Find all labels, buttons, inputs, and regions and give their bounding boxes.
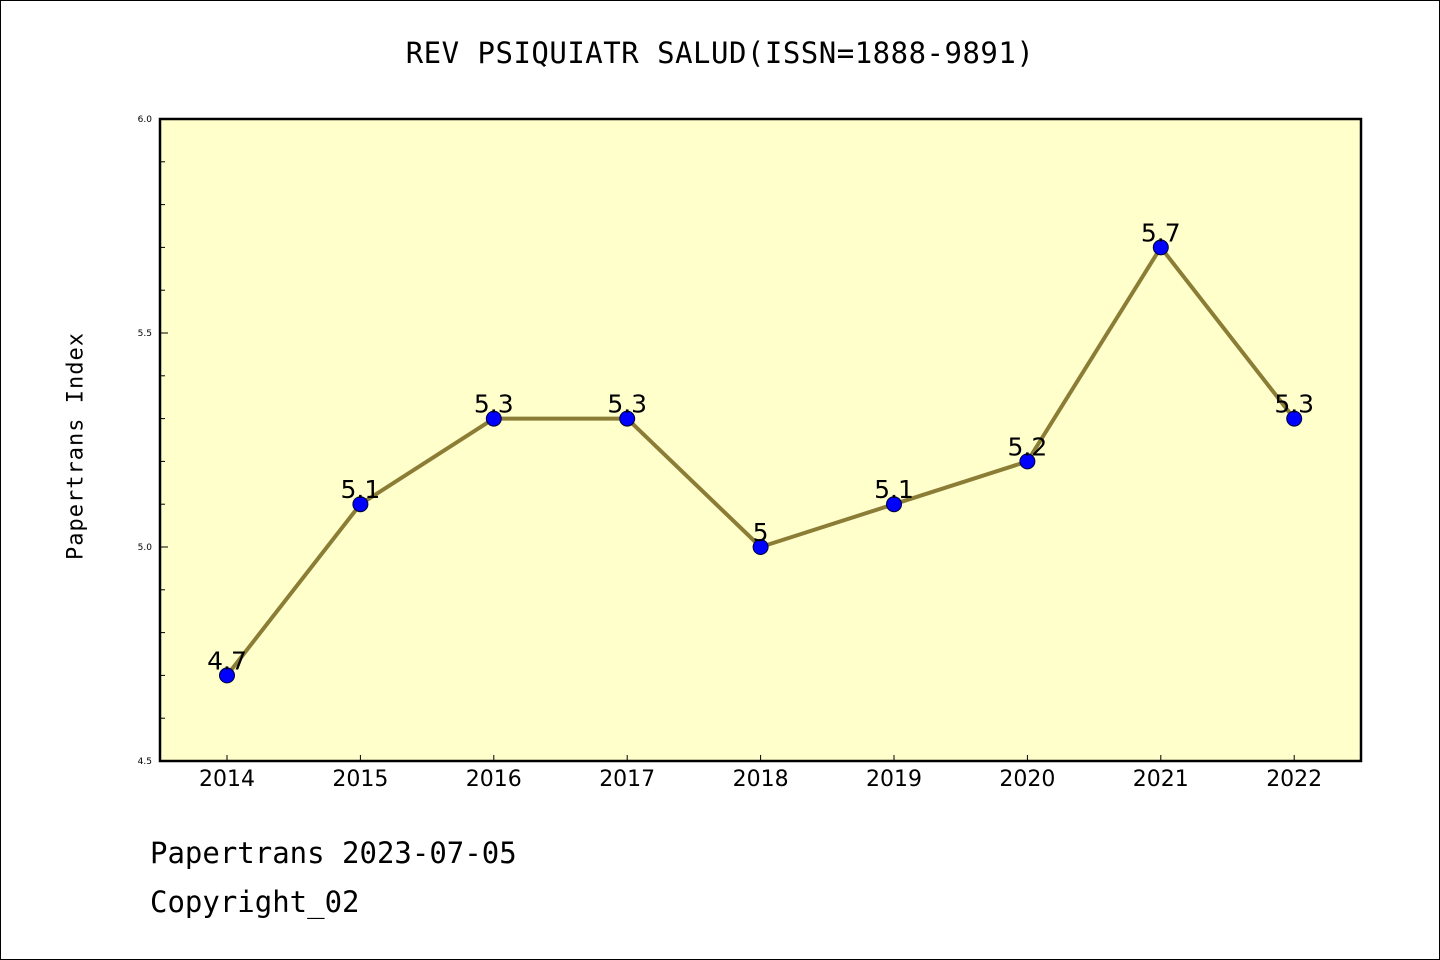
data-label: 5.1 xyxy=(341,475,381,504)
x-tick-label: 2021 xyxy=(1133,767,1189,792)
plot-area xyxy=(160,119,1361,761)
data-label: 5.3 xyxy=(474,390,514,419)
x-tick-label: 2016 xyxy=(466,767,522,792)
plot-frame xyxy=(158,117,1363,763)
x-tick-label: 2019 xyxy=(866,767,922,792)
y-tick-label: 5.5 xyxy=(138,329,152,339)
x-tick-label: 2014 xyxy=(199,767,255,792)
x-tick-label: 2022 xyxy=(1266,767,1322,792)
data-label: 5.1 xyxy=(874,475,914,504)
data-label: 5.2 xyxy=(1008,432,1048,461)
x-tick-label: 2017 xyxy=(599,767,655,792)
data-point xyxy=(1152,239,1169,256)
data-label: 5.7 xyxy=(1141,218,1181,247)
y-tick-label: 6.0 xyxy=(138,115,153,125)
data-point xyxy=(1286,410,1303,427)
data-label: 4.7 xyxy=(207,646,247,675)
data-point xyxy=(1019,453,1036,470)
footer-copyright: Copyright_02 xyxy=(150,885,360,919)
data-label: 5.3 xyxy=(1274,390,1314,419)
data-point xyxy=(219,667,235,684)
x-tick-label: 2015 xyxy=(332,767,388,792)
y-tick-label: 4.5 xyxy=(138,757,152,767)
data-point xyxy=(352,496,369,513)
footer-date: Papertrans 2023-07-05 xyxy=(150,836,517,870)
data-point xyxy=(619,410,636,427)
x-tick-label: 2020 xyxy=(999,767,1055,792)
chart-title: REV PSIQUIATR SALUD(ISSN=1888-9891) xyxy=(405,36,1035,70)
x-tick-label: 2018 xyxy=(733,767,789,792)
data-point xyxy=(485,410,502,427)
y-tick-label: 5.0 xyxy=(138,543,153,553)
data-point xyxy=(886,496,902,513)
data-label: 5 xyxy=(753,518,769,547)
data-point xyxy=(752,539,769,555)
data-label: 5.3 xyxy=(607,390,647,419)
